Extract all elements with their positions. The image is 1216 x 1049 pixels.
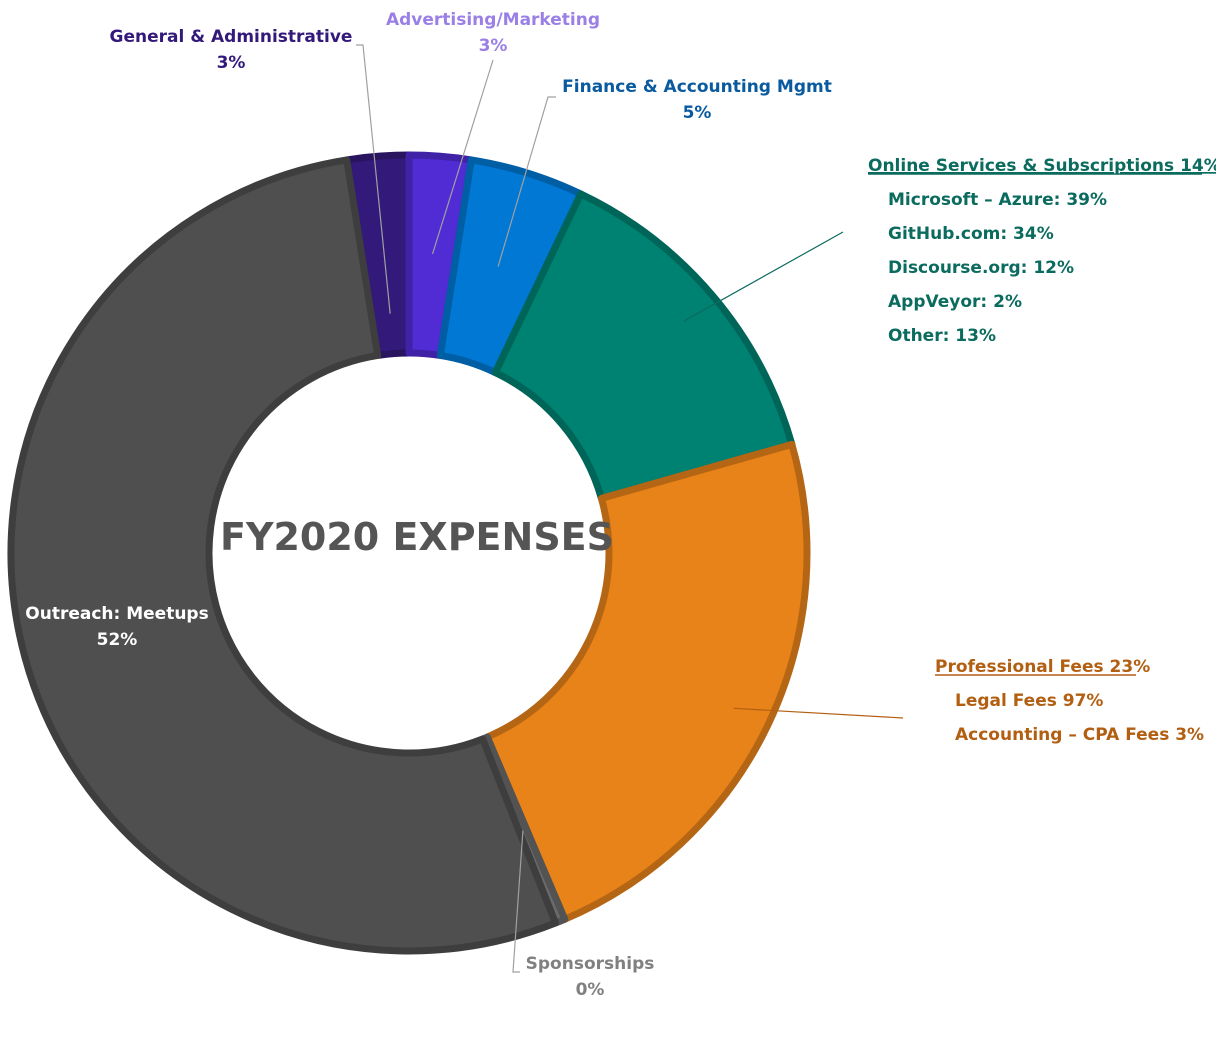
chart-title: FY2020 EXPENSES [220, 515, 614, 559]
pct-finance: 5% [683, 103, 712, 123]
label-outreach: Outreach: Meetups [25, 604, 208, 624]
label-general-admin: General & Administrative [110, 27, 353, 47]
label-professional-fees-name: Professional Fees [935, 657, 1104, 677]
breakdown-appveyor: AppVeyor: 2% [888, 292, 1022, 312]
label-advertising: Advertising/Marketing [386, 10, 600, 30]
slice-online-services-subscriptions [491, 190, 796, 502]
label-online-services-name: Online Services & Subscriptions [868, 156, 1174, 176]
leader-lines [356, 44, 904, 973]
pct-online-services: 14% [1180, 156, 1216, 176]
breakdown-azure: Microsoft – Azure: 39% [888, 190, 1107, 210]
label-professional-fees: Professional Fees 23% [935, 657, 1150, 677]
breakdown-accounting-cpa: Accounting – CPA Fees 3% [955, 725, 1204, 745]
leader-line-sponsorships [512, 830, 524, 973]
breakdown-other: Other: 13% [888, 326, 996, 346]
label-online-services: Online Services & Subscriptions 14% [868, 156, 1216, 176]
leader-line-advertising-marketing [431, 59, 494, 255]
slice-professional-fees [483, 440, 811, 923]
label-sponsorships: Sponsorships [526, 954, 655, 974]
label-finance: Finance & Accounting Mgmt [562, 77, 832, 97]
donut-slices [7, 151, 811, 955]
pct-sponsorships: 0% [576, 980, 605, 1000]
breakdown-legal: Legal Fees 97% [955, 691, 1103, 711]
leader-line-finance-accounting-mgmt [497, 96, 556, 267]
pct-advertising: 3% [479, 36, 508, 56]
leader-line-online-services-subscriptions [683, 231, 844, 322]
pct-outreach: 52% [97, 630, 138, 650]
pct-professional-fees: 23% [1110, 657, 1151, 677]
breakdown-discourse: Discourse.org: 12% [888, 258, 1074, 278]
leader-line-professional-fees [733, 707, 904, 719]
breakdown-github: GitHub.com: 34% [888, 224, 1054, 244]
pct-general-admin: 3% [217, 53, 246, 73]
slice-outreach-meetups [7, 156, 560, 955]
leader-line-general-administrative [356, 44, 391, 314]
